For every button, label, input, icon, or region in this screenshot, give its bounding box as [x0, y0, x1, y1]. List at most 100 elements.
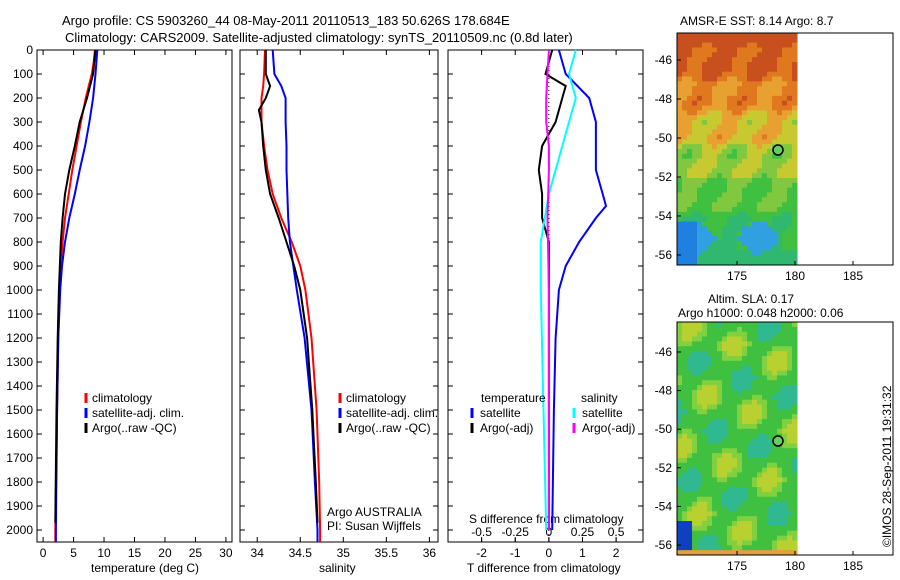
- sst-map-cell: [727, 100, 733, 106]
- sst-map-cell: [727, 245, 733, 251]
- sst-map-cell: [792, 211, 798, 218]
- sla-map-cell: [772, 331, 778, 338]
- sla-map-cell: [772, 525, 778, 532]
- sst-map-cell: [707, 149, 713, 155]
- sla-map-cell: [722, 511, 728, 517]
- sla-map-cell: [712, 346, 718, 352]
- legend-label: satellite-adj. clim.: [346, 406, 438, 420]
- sst-map-cell: [772, 124, 778, 131]
- sla-map-cell: [787, 535, 793, 541]
- sla-map-cell: [712, 443, 718, 449]
- sst-map-cell: [707, 207, 713, 213]
- sst-map-cell: [747, 211, 753, 218]
- temperature-xtick-label: 0: [40, 546, 47, 560]
- sst-map-cell: [792, 76, 798, 82]
- sst-map-cell: [762, 62, 768, 68]
- sst-map-cell: [687, 178, 693, 184]
- sst-map-cell: [737, 255, 743, 261]
- sst-map-cell: [762, 134, 768, 140]
- sla-map-cell: [752, 506, 758, 512]
- sla-map-cell: [777, 525, 783, 532]
- sla-map-cell: [762, 521, 768, 527]
- sla-map-cell: [772, 501, 778, 507]
- sst-map-cell: [727, 182, 733, 189]
- sst-map-cell: [712, 124, 718, 131]
- sla-map-cell: [687, 438, 693, 444]
- sst-map-cell: [747, 52, 753, 58]
- sst-map-cell: [732, 139, 738, 145]
- sst-map-cell: [712, 216, 718, 222]
- sst-map-cell: [787, 110, 793, 116]
- sla-map-cell: [772, 545, 778, 551]
- sla-map-cell: [772, 414, 778, 420]
- sla-map-cell: [707, 389, 713, 396]
- sst-map-cell: [767, 115, 773, 121]
- sst-map-cell: [712, 76, 718, 82]
- sla-map-cell: [782, 467, 788, 473]
- sst-map-cell: [737, 66, 743, 73]
- sla-map-cell: [742, 501, 748, 507]
- sst-map-cell: [682, 134, 688, 140]
- sla-map-cell: [717, 550, 723, 556]
- sst-map-cell: [692, 100, 698, 106]
- sla-map-cell: [702, 409, 708, 415]
- sla-map-cell: [687, 370, 693, 376]
- sst-map-cell: [697, 42, 703, 48]
- sla-map-cell: [717, 525, 723, 532]
- sla-map-cell: [752, 448, 758, 454]
- sla-map-cell: [732, 385, 738, 391]
- legend-label: Argo(-adj): [582, 421, 635, 435]
- sla-map-cell: [747, 453, 753, 459]
- depth-tick-label: 600: [13, 187, 33, 201]
- sla-map-cell: [682, 540, 688, 546]
- sst-map-cell: [692, 37, 698, 44]
- sst-map-cell: [732, 66, 738, 73]
- sla-map-cell: [737, 438, 743, 444]
- sst-map-cell: [702, 153, 708, 160]
- sla-map-cell: [782, 331, 788, 338]
- sla-map-cell: [787, 525, 793, 532]
- sla-map-cell: [772, 423, 778, 430]
- sla-map-cell: [792, 360, 798, 367]
- sla-map-cell: [712, 399, 718, 406]
- sla-map-cell: [697, 341, 703, 347]
- sla-map-cell: [717, 389, 723, 396]
- sst-map-cell: [767, 250, 773, 256]
- sst-map-cell: [717, 91, 723, 97]
- sst-map-cell: [677, 178, 683, 184]
- sst-map-cell: [727, 62, 733, 68]
- sla-map-cell: [747, 448, 753, 454]
- sla-map-cell: [752, 535, 758, 541]
- sla-map-cell: [752, 472, 758, 478]
- sst-map-cell: [722, 71, 728, 77]
- sla-map-cell: [762, 341, 768, 347]
- sst-map-cell: [762, 216, 768, 222]
- sla-map-cell: [707, 370, 713, 376]
- sla-map-cell: [767, 355, 773, 362]
- sst-map-cell: [687, 76, 693, 82]
- sla-map-cell: [737, 457, 743, 464]
- sla-map-cell: [792, 399, 798, 406]
- sla-map-cell: [767, 491, 773, 498]
- sst-map-cell: [677, 226, 683, 232]
- sla-map-cell: [767, 389, 773, 396]
- sst-map-cell: [777, 255, 783, 261]
- sst-map-cell: [692, 192, 698, 198]
- sla-map-cell: [742, 385, 748, 391]
- sla-map-cell: [747, 462, 753, 469]
- sla-map-cell: [717, 433, 723, 439]
- sla-map-cell: [787, 389, 793, 396]
- sla-map-cell: [737, 433, 743, 439]
- sst-map-cell: [767, 81, 773, 87]
- sst-map-cell: [777, 76, 783, 82]
- argo-annotation-1: Argo AUSTRALIA: [327, 505, 422, 519]
- sst-map-cell: [752, 158, 758, 164]
- sla-map-cell: [732, 389, 738, 396]
- sla-map-cell: [732, 438, 738, 444]
- sst-map-cell: [757, 207, 763, 213]
- sst-map-cell: [682, 260, 688, 266]
- sla-map-cell: [752, 404, 758, 410]
- sla-map-cell: [682, 355, 688, 362]
- sla-map-cell: [712, 535, 718, 541]
- sst-map-cell: [737, 202, 743, 208]
